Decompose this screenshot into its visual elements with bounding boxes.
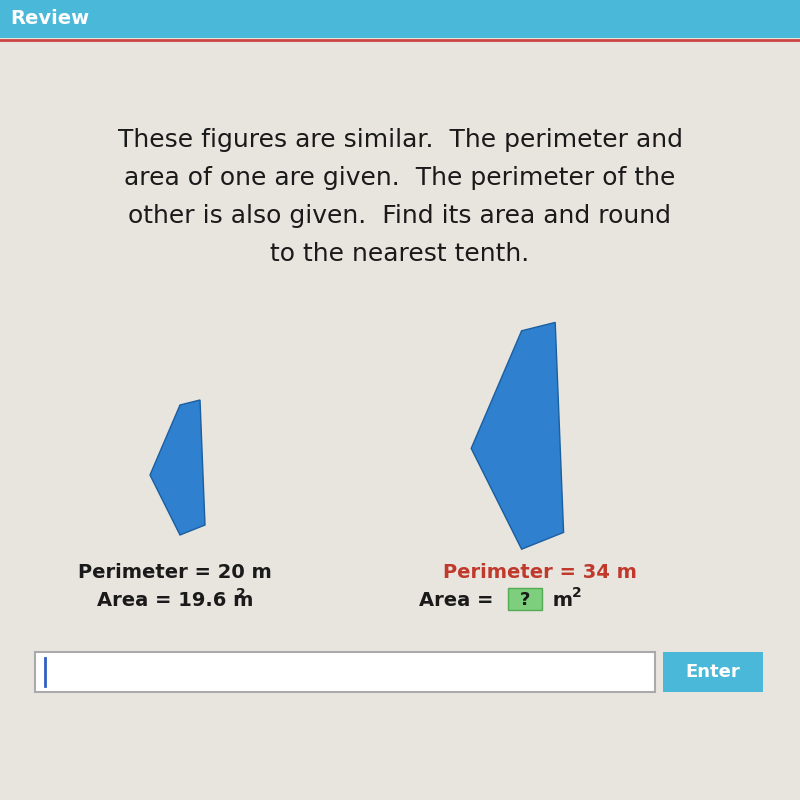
Text: Review: Review — [10, 10, 89, 29]
FancyBboxPatch shape — [35, 652, 655, 692]
Text: m: m — [546, 590, 573, 610]
Text: Enter: Enter — [686, 663, 740, 681]
Polygon shape — [471, 322, 563, 550]
Text: These figures are similar.  The perimeter and: These figures are similar. The perimeter… — [118, 128, 682, 152]
Text: area of one are given.  The perimeter of the: area of one are given. The perimeter of … — [124, 166, 676, 190]
Text: Area = 19.6 m: Area = 19.6 m — [97, 590, 253, 610]
Text: 2: 2 — [572, 586, 582, 600]
Text: other is also given.  Find its area and round: other is also given. Find its area and r… — [129, 204, 671, 228]
FancyBboxPatch shape — [508, 588, 542, 610]
Bar — [0, 0, 800, 38]
Text: Area =: Area = — [418, 590, 500, 610]
Text: to the nearest tenth.: to the nearest tenth. — [270, 242, 530, 266]
Text: Perimeter = 20 m: Perimeter = 20 m — [78, 562, 272, 582]
Polygon shape — [150, 400, 205, 535]
Text: 2: 2 — [236, 587, 246, 601]
FancyBboxPatch shape — [663, 652, 763, 692]
Text: Perimeter = 34 m: Perimeter = 34 m — [443, 562, 637, 582]
Text: ?: ? — [520, 591, 530, 609]
